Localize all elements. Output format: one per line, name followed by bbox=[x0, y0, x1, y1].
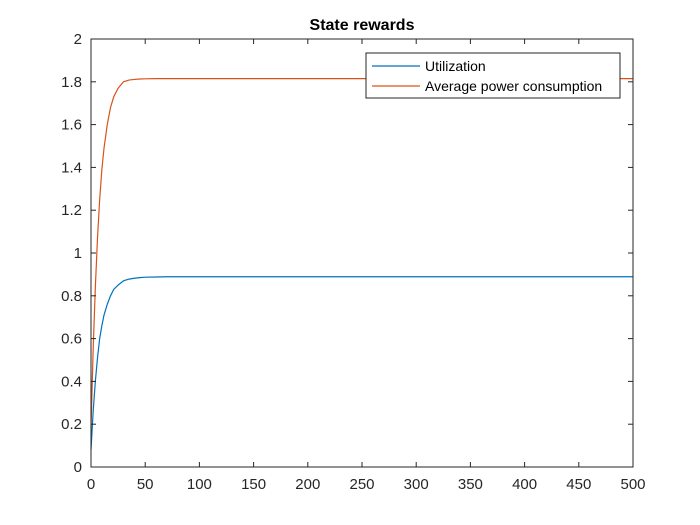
legend-label-utilization: Utilization bbox=[425, 58, 486, 74]
y-tick-label: 0.8 bbox=[61, 288, 82, 305]
chart-title: State rewards bbox=[310, 17, 415, 34]
y-tick-label: 2 bbox=[74, 31, 82, 48]
y-tick-label: 0.2 bbox=[61, 416, 82, 433]
plot-area bbox=[91, 39, 633, 467]
axes-layer: 0 50 100 150 200 250 300 350 400 450 500 0 0.2 0.4 0.6… bbox=[61, 31, 645, 493]
y-tick-label: 1.2 bbox=[61, 202, 82, 219]
y-tick-label: 1 bbox=[74, 245, 82, 262]
x-tick-label: 500 bbox=[620, 476, 645, 493]
legend-box bbox=[365, 52, 621, 99]
series-line-utilization bbox=[90, 276, 633, 450]
legend: Utilization Average power consumption bbox=[365, 52, 621, 99]
y-tick-label: 1.4 bbox=[61, 159, 82, 176]
y-tick-label: 0.4 bbox=[61, 373, 82, 390]
x-tick-label: 300 bbox=[404, 476, 429, 493]
y-tick-label: 1.8 bbox=[61, 74, 82, 91]
x-tick-label: 200 bbox=[295, 476, 320, 493]
x-tick-label: 400 bbox=[512, 476, 537, 493]
series-line-average-power-consumption bbox=[90, 77, 633, 429]
y-tick-label: 1.6 bbox=[61, 117, 82, 134]
x-tick-label: 150 bbox=[241, 476, 266, 493]
series-layer bbox=[90, 77, 633, 450]
legend-label-average-power-consumption: Average power consumption bbox=[425, 78, 602, 94]
x-tick-label: 100 bbox=[187, 476, 212, 493]
x-tick-label: 250 bbox=[349, 476, 374, 493]
x-tick-label: 350 bbox=[458, 476, 483, 493]
x-tick-label: 450 bbox=[566, 476, 591, 493]
x-tick-label: 0 bbox=[87, 476, 95, 493]
x-tick-label: 50 bbox=[137, 476, 154, 493]
y-tick-label: 0.6 bbox=[61, 331, 82, 348]
y-tick-label: 0 bbox=[74, 459, 82, 476]
